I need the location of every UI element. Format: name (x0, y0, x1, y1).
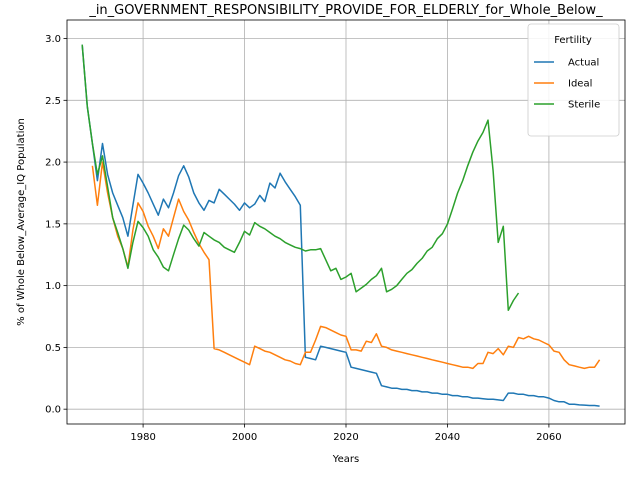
y-tick-label: 0.0 (45, 405, 61, 416)
x-tick-label: 2000 (232, 432, 257, 443)
legend-label-actual: Actual (568, 58, 599, 69)
x-tick-label: 2020 (333, 432, 358, 443)
series-lines (81, 44, 601, 407)
x-axis-label: Years (332, 454, 359, 465)
chart-title: _in_GOVERNMENT_RESPONSIBILITY_PROVIDE_FO… (88, 3, 603, 18)
y-tick-label: 2.5 (45, 96, 61, 107)
legend-box (527, 23, 620, 137)
legend-label-ideal: Ideal (568, 79, 592, 90)
x-tick-label: 2040 (435, 432, 460, 443)
legend-items: Actual Ideal Sterile (534, 58, 600, 111)
y-tick-label: 2.0 (45, 158, 61, 169)
y-axis-label: % of Whole Below_Average_IQ Population (16, 118, 27, 326)
legend-label-sterile: Sterile (568, 100, 600, 111)
y-tick-label: 1.0 (45, 281, 61, 292)
legend: Fertility Actual Ideal Sterile (527, 23, 620, 137)
series-line-sterile (81, 44, 520, 312)
series-line-actual (81, 44, 600, 407)
y-tick-label: 0.5 (45, 343, 61, 354)
series-line-ideal (91, 161, 601, 370)
y-tick-label: 3.0 (45, 34, 61, 45)
axis-ticks: 1980 2000 2020 2040 2060 0.0 0.5 1.0 1.5 2.0 2.5 3.… (45, 34, 562, 443)
x-tick-label: 1980 (130, 432, 155, 443)
x-tick-label: 2060 (536, 432, 561, 443)
legend-title: Fertility (554, 35, 592, 46)
y-tick-label: 1.5 (45, 219, 61, 230)
